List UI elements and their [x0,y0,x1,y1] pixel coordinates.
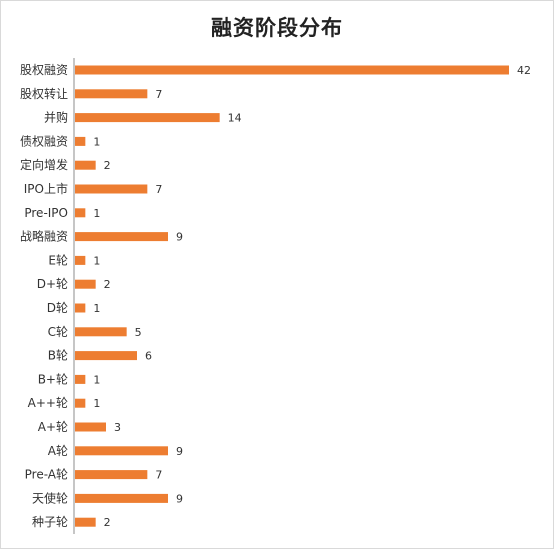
bar [75,232,168,242]
data-label: 1 [93,373,100,386]
category-label: 并购 [44,110,68,125]
category-label: 战略融资 [20,229,68,244]
bar [75,208,86,218]
category-label: B轮 [48,349,68,363]
data-label: 2 [104,516,111,529]
category-label: Pre-IPO [24,206,68,220]
data-label: 7 [155,183,162,196]
data-label: 2 [104,159,111,172]
category-label: C轮 [48,325,68,339]
bar [75,255,86,265]
category-label: 股权融资 [20,63,68,77]
data-label: 3 [114,421,121,434]
data-label: 9 [176,445,183,458]
category-label: Pre-A轮 [25,468,68,482]
bar [75,374,86,384]
data-label: 1 [93,135,100,148]
category-label: 债权融资 [20,134,68,148]
bar [75,422,106,432]
bar [75,89,148,99]
bar [75,470,148,480]
bar [75,136,86,146]
category-label: A轮 [48,444,68,458]
data-label: 1 [93,302,100,315]
category-label: IPO上市 [24,181,68,196]
category-label: D+轮 [37,277,68,291]
data-label: 14 [228,112,242,125]
category-label: 天使轮 [32,490,68,505]
chart-title: 融资阶段分布 [211,15,343,40]
category-label: D轮 [47,301,68,315]
category-label: B+轮 [38,372,68,386]
category-label: 定向增发 [20,157,68,172]
data-label: 9 [176,231,183,244]
bar [75,279,96,289]
bar [75,327,127,337]
bar [75,493,168,503]
data-label: 6 [145,350,152,363]
category-label: A++轮 [28,396,68,410]
bar [75,65,509,75]
bar [75,160,96,170]
data-label: 1 [93,207,100,220]
category-label: 股权转让 [20,86,68,101]
category-label: E轮 [48,253,68,267]
data-label: 2 [104,278,111,291]
data-label: 5 [135,326,142,339]
bar [75,351,137,361]
data-label: 7 [155,88,162,101]
bar [75,398,86,408]
category-label: A+轮 [38,420,68,434]
bar [75,184,148,194]
data-label: 42 [517,64,531,77]
bar [75,303,86,313]
bar [75,113,220,123]
bar [75,517,96,527]
bar [75,446,168,456]
data-label: 1 [93,254,100,267]
data-label: 7 [155,469,162,482]
category-label: 种子轮 [32,515,68,529]
data-label: 1 [93,397,100,410]
data-label: 9 [176,492,183,505]
